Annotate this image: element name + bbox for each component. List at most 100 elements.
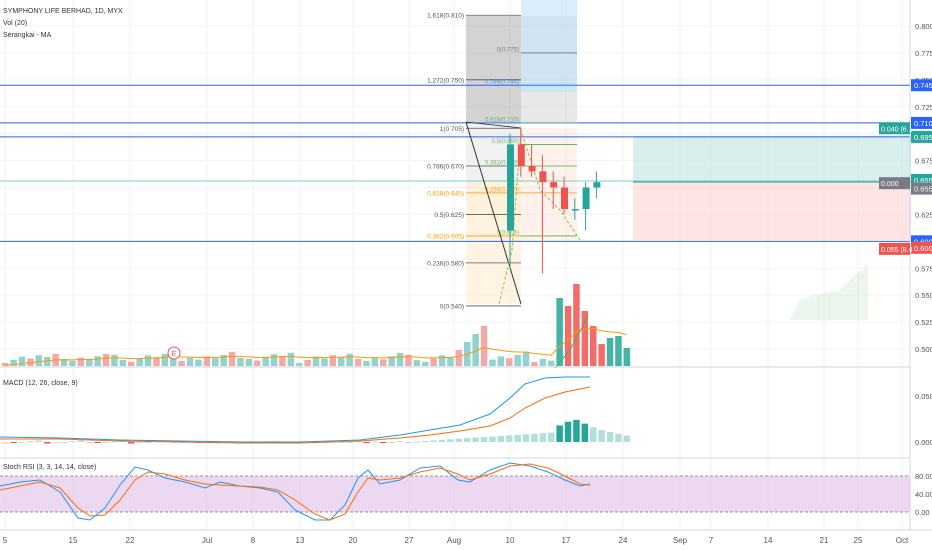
ma-indicator-label[interactable]: Serangkai - MA xyxy=(3,32,52,39)
volume-bar xyxy=(430,358,437,366)
price-badge xyxy=(911,182,932,195)
volume-bar xyxy=(564,306,572,366)
vol-indicator-label[interactable]: Vol (20) xyxy=(3,20,28,27)
candles[interactable] xyxy=(507,128,601,274)
projection-area xyxy=(785,265,868,360)
fib-trendline xyxy=(465,121,522,305)
candle-body[interactable] xyxy=(528,165,536,172)
date-tick-label: 15 xyxy=(69,536,78,545)
volume-bar xyxy=(338,357,345,366)
volume-bar xyxy=(304,359,311,366)
macd-histogram-bar xyxy=(480,437,488,442)
volume-bar xyxy=(119,360,127,366)
volume-bar xyxy=(422,361,429,366)
volume-bar xyxy=(178,361,185,366)
candle-body[interactable] xyxy=(539,171,547,183)
macd-histogram-bar xyxy=(556,425,563,442)
macd-histogram-bar xyxy=(405,442,412,443)
macd-tick-label: 0.050 xyxy=(915,392,932,401)
fib-small-label: 0(0.775) xyxy=(497,47,519,53)
volume-bar xyxy=(10,359,17,366)
macd-label[interactable]: MACD (12, 26, close, 9) xyxy=(3,380,78,387)
volume-bar xyxy=(245,358,253,366)
fib-retracement-small[interactable]: 0(0.775) 0.786(0.745) 0.618(0.710) 0.5(0.69… xyxy=(485,47,577,236)
volume-bar xyxy=(86,359,93,366)
fib-level-label: 0(0.540) xyxy=(440,303,464,310)
candle-body[interactable] xyxy=(561,187,568,210)
volume-bar xyxy=(472,334,479,366)
macd-histogram-bar xyxy=(2,442,9,444)
date-tick-label: 17 xyxy=(562,536,571,545)
candle-body[interactable] xyxy=(582,187,590,210)
volume-bar xyxy=(203,356,211,366)
price-tick-label: 0.675 xyxy=(915,157,932,166)
volume-bar xyxy=(254,360,261,366)
date-tick-label: Aug xyxy=(447,536,461,545)
stoch-d-line xyxy=(0,463,591,521)
date-tick-label: 5 xyxy=(3,536,8,545)
macd-histogram-bar xyxy=(438,439,446,442)
fib-small-label: 0.382(0.670) xyxy=(485,160,519,166)
price-badge-label: 0.695 xyxy=(914,133,932,142)
price-axis[interactable]: 0.8000.7750.7500.7250.7000.6750.6500.625… xyxy=(879,22,932,517)
volume-bar xyxy=(522,351,530,366)
date-tick-label: 10 xyxy=(506,536,515,545)
horizontal-lines[interactable] xyxy=(0,84,910,242)
price-badge-label: 0.745 xyxy=(914,81,932,90)
macd-histogram-bar xyxy=(18,442,26,443)
macd-histogram-bar xyxy=(128,442,135,444)
fib-level-label: 1.618(0.810) xyxy=(427,13,464,20)
volume-bar xyxy=(329,355,337,366)
date-tick-label: Oct xyxy=(896,536,909,545)
volume-bar xyxy=(438,355,446,366)
candle-body[interactable] xyxy=(571,209,579,211)
candle-body[interactable] xyxy=(517,144,525,166)
candle-body[interactable] xyxy=(507,144,514,231)
volume-bar xyxy=(228,351,236,366)
volume-bar xyxy=(447,357,454,366)
macd-tick-label: 0.000 xyxy=(915,438,932,447)
stoch-label[interactable]: Stoch RSI (3, 3, 14, 14, close) xyxy=(3,464,97,471)
price-tick-label: 0.725 xyxy=(915,103,932,112)
candle-body[interactable] xyxy=(593,182,601,188)
volume-bar xyxy=(287,352,295,366)
date-tick-label: Sep xyxy=(673,536,688,545)
fib-level-label: 0.5(0.625) xyxy=(434,212,464,219)
date-tick-label: 8 xyxy=(251,536,256,545)
position-badge-label: 0.000 xyxy=(881,181,899,188)
fib-retracement-main[interactable]: 1.618(0.810) 1.272(0.750) 1(0.705) 0.786(0.… xyxy=(427,13,521,311)
volume-bar xyxy=(94,356,101,366)
position-box[interactable] xyxy=(633,136,911,240)
volume-bar xyxy=(212,358,219,366)
volume-bar xyxy=(270,354,278,366)
position-badge xyxy=(879,177,910,190)
macd-histogram-bar xyxy=(338,442,345,443)
macd-histogram-bar xyxy=(102,442,110,443)
fib-level-label: 1.272(0.750) xyxy=(427,77,464,84)
date-tick-label: 21 xyxy=(820,536,829,545)
date-axis[interactable]: 5 15 22 Jul 8 13 20 27 Aug 10 17 24 Sep 7 14 21 25 Oct xyxy=(3,536,909,545)
volume-bar xyxy=(590,326,597,366)
volume-bar xyxy=(380,359,387,366)
chart-title: SYMPHONY LIFE BERHAD, 1D, MYX xyxy=(3,8,123,15)
fib-small-label: 0.236(0.645) xyxy=(485,187,519,193)
candle-body[interactable] xyxy=(550,182,558,188)
earnings-marker[interactable]: E xyxy=(167,346,181,360)
volume-bar xyxy=(598,344,605,366)
date-tick-label: 14 xyxy=(764,536,773,545)
macd-histogram-bar xyxy=(10,442,17,443)
date-tick-label: 7 xyxy=(709,536,714,545)
price-badge xyxy=(911,130,932,143)
date-tick-label: 24 xyxy=(619,536,628,545)
volume-bar xyxy=(60,359,68,366)
date-tick-label: 20 xyxy=(349,536,358,545)
volume-bar xyxy=(262,357,269,366)
macd-histogram-bar xyxy=(94,442,101,443)
volume-bar xyxy=(548,360,555,366)
volume-ma-line xyxy=(4,327,627,367)
macd-histogram-bar xyxy=(279,442,286,443)
fib-level-label: 0.236(0.580) xyxy=(427,260,464,267)
macd-histogram-bar xyxy=(514,434,521,442)
macd-histogram-bar xyxy=(354,441,362,443)
fib-small-label: 0.618(0.710) xyxy=(485,117,519,123)
